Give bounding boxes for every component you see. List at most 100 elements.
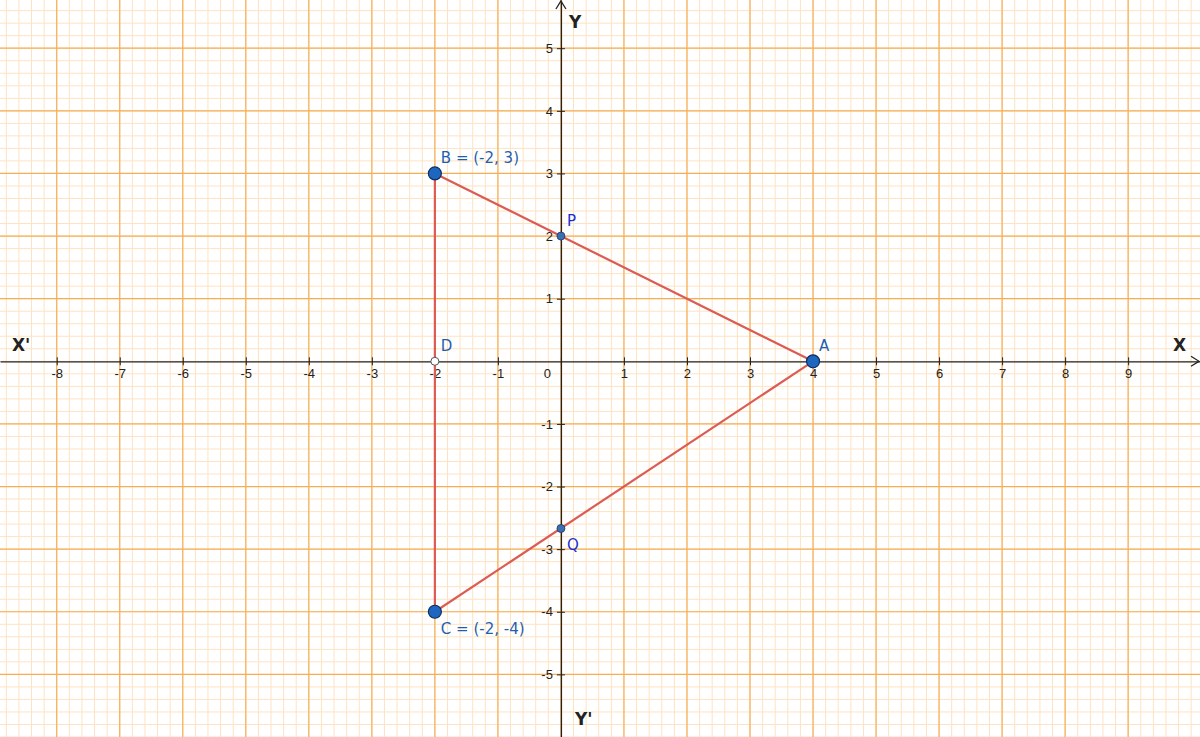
- minor-grid-line: [0, 724, 1200, 725]
- minor-grid-line: [0, 298, 1200, 299]
- minor-grid-line: [0, 486, 1200, 487]
- y-tick-label: -5: [541, 667, 553, 682]
- minor-grid-line: [0, 699, 1200, 700]
- y-tick-label: 3: [546, 166, 553, 181]
- axis-arrow: [556, 1, 566, 9]
- minor-grid-line: [0, 499, 1200, 500]
- y-tick-mark: [557, 299, 565, 300]
- x-tick-mark: [939, 357, 940, 365]
- x-tick-mark: [372, 357, 373, 365]
- y-tick-label: -1: [541, 417, 553, 432]
- point: [428, 167, 441, 180]
- minor-grid-line: [0, 323, 1200, 324]
- x-tick-label: 9: [1125, 366, 1132, 381]
- y-tick-mark: [557, 424, 565, 425]
- minor-grid-line: [0, 10, 1200, 11]
- x-tick: 0: [544, 357, 562, 380]
- point: [807, 355, 820, 368]
- minor-grid-line: [0, 311, 1200, 312]
- minor-grid-line: [0, 286, 1200, 287]
- x-tick-label: 7: [999, 366, 1006, 381]
- x-tick-label: 1: [621, 366, 628, 381]
- point-label: P: [567, 212, 576, 230]
- x-tick-label: -1: [493, 366, 505, 381]
- minor-grid-line: [0, 674, 1200, 675]
- minor-grid-line: [0, 135, 1200, 136]
- polygon-edge: [435, 361, 813, 611]
- x-tick: -7: [114, 357, 126, 380]
- y-tick-mark: [557, 173, 565, 174]
- minor-grid-line: [0, 586, 1200, 587]
- minor-grid-line: [0, 636, 1200, 637]
- x-tick: -3: [367, 357, 379, 380]
- minor-grid-line: [0, 574, 1200, 575]
- x-tick-label: -6: [177, 366, 189, 381]
- major-grid: [0, 0, 1200, 737]
- y-tick-mark: [557, 48, 565, 49]
- x-axis: -8-7-6-5-4-3-2-10123456789: [1, 357, 1200, 380]
- x-tick: 1: [621, 357, 628, 380]
- polygon-edge: [435, 173, 813, 361]
- minor-grid-line: [0, 611, 1200, 612]
- y-tick-mark: [557, 487, 565, 488]
- point: [557, 232, 565, 240]
- x-tick: -1: [493, 357, 505, 380]
- y-tick: -1: [541, 417, 565, 432]
- minor-grid-line: [0, 173, 1200, 174]
- y-tick: -2: [541, 479, 565, 494]
- grid-line: [0, 110, 1200, 111]
- grid: [0, 0, 1200, 737]
- marks: [428, 167, 819, 618]
- minor-grid-line: [0, 211, 1200, 212]
- y-tick: 3: [546, 166, 565, 181]
- y-tick-mark: [557, 111, 565, 112]
- y-tick: 1: [546, 291, 565, 306]
- minor-grid-line: [0, 248, 1200, 249]
- minor-grid-line: [0, 536, 1200, 537]
- minor-grid-line: [0, 423, 1200, 424]
- minor-grid-line: [0, 686, 1200, 687]
- x-tick: 3: [747, 357, 754, 380]
- grid-line: [0, 611, 1200, 612]
- minor-grid-line: [0, 411, 1200, 412]
- x-axis-line: [1, 361, 1200, 362]
- minor-grid-line: [0, 185, 1200, 186]
- axis-label: X': [12, 335, 30, 355]
- x-tick-mark: [1002, 357, 1003, 365]
- point: [431, 357, 439, 365]
- point: [557, 524, 565, 532]
- x-tick: 7: [999, 357, 1006, 380]
- x-tick-label: -7: [114, 366, 126, 381]
- x-tick-label: 8: [1062, 366, 1069, 381]
- minor-grid-line: [0, 198, 1200, 199]
- y-tick-label: 4: [546, 103, 553, 118]
- x-tick-mark: [1128, 357, 1129, 365]
- minor-grid-line: [0, 661, 1200, 662]
- point-label: Q: [567, 536, 579, 554]
- y-tick: 4: [546, 103, 565, 118]
- minor-grid-line: [0, 711, 1200, 712]
- minor-grid-line: [0, 223, 1200, 224]
- minor-grid-line: [0, 73, 1200, 74]
- y-tick: 5: [546, 41, 565, 56]
- polygon-edge: [434, 173, 436, 611]
- y-tick-mark: [557, 612, 565, 613]
- y-tick-mark: [557, 674, 565, 675]
- minor-grid-line: [0, 448, 1200, 449]
- minor-grid-line: [0, 48, 1200, 49]
- y-axis: -5-4-3-2-112345: [541, 1, 565, 737]
- minor-grid-line: [0, 148, 1200, 149]
- minor-grid-line: [0, 85, 1200, 86]
- minor-grid-line: [0, 160, 1200, 161]
- axis-label: Y: [568, 12, 582, 32]
- minor-grid-line: [0, 561, 1200, 562]
- x-tick: 6: [936, 357, 943, 380]
- grid-line: [0, 173, 1200, 174]
- x-tick-label: -5: [241, 366, 253, 381]
- minor-grid-line: [0, 98, 1200, 99]
- background: [0, 0, 1200, 737]
- grid-line: [0, 674, 1200, 675]
- x-tick-label: 3: [747, 366, 754, 381]
- point-labels: AB = (-2, 3)C = (-2, -4)PQD: [441, 149, 830, 637]
- minor-grid-line: [0, 236, 1200, 237]
